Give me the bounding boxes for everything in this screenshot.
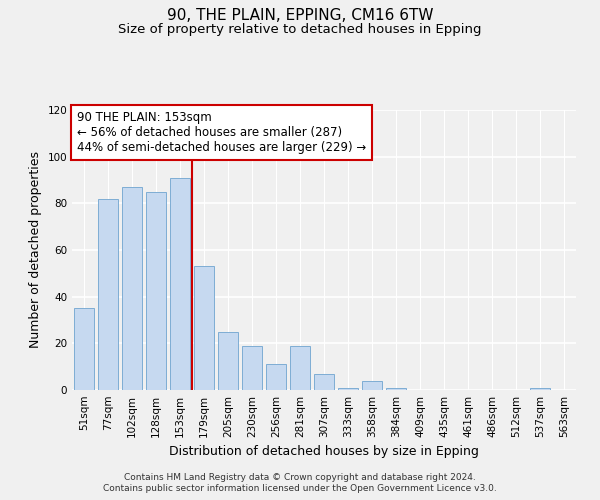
- Bar: [122, 187, 142, 390]
- Bar: [74, 308, 94, 390]
- Bar: [242, 346, 262, 390]
- Y-axis label: Number of detached properties: Number of detached properties: [29, 152, 42, 348]
- Bar: [194, 266, 214, 390]
- Bar: [362, 380, 382, 390]
- Bar: [338, 388, 358, 390]
- Text: Size of property relative to detached houses in Epping: Size of property relative to detached ho…: [118, 22, 482, 36]
- X-axis label: Distribution of detached houses by size in Epping: Distribution of detached houses by size …: [169, 446, 479, 458]
- Text: 90 THE PLAIN: 153sqm
← 56% of detached houses are smaller (287)
44% of semi-deta: 90 THE PLAIN: 153sqm ← 56% of detached h…: [77, 112, 366, 154]
- Bar: [170, 178, 190, 390]
- Bar: [386, 388, 406, 390]
- Bar: [218, 332, 238, 390]
- Bar: [314, 374, 334, 390]
- Text: Contains public sector information licensed under the Open Government Licence v3: Contains public sector information licen…: [103, 484, 497, 493]
- Bar: [98, 198, 118, 390]
- Bar: [146, 192, 166, 390]
- Text: Contains HM Land Registry data © Crown copyright and database right 2024.: Contains HM Land Registry data © Crown c…: [124, 472, 476, 482]
- Bar: [266, 364, 286, 390]
- Bar: [290, 346, 310, 390]
- Text: 90, THE PLAIN, EPPING, CM16 6TW: 90, THE PLAIN, EPPING, CM16 6TW: [167, 8, 433, 22]
- Bar: [530, 388, 550, 390]
